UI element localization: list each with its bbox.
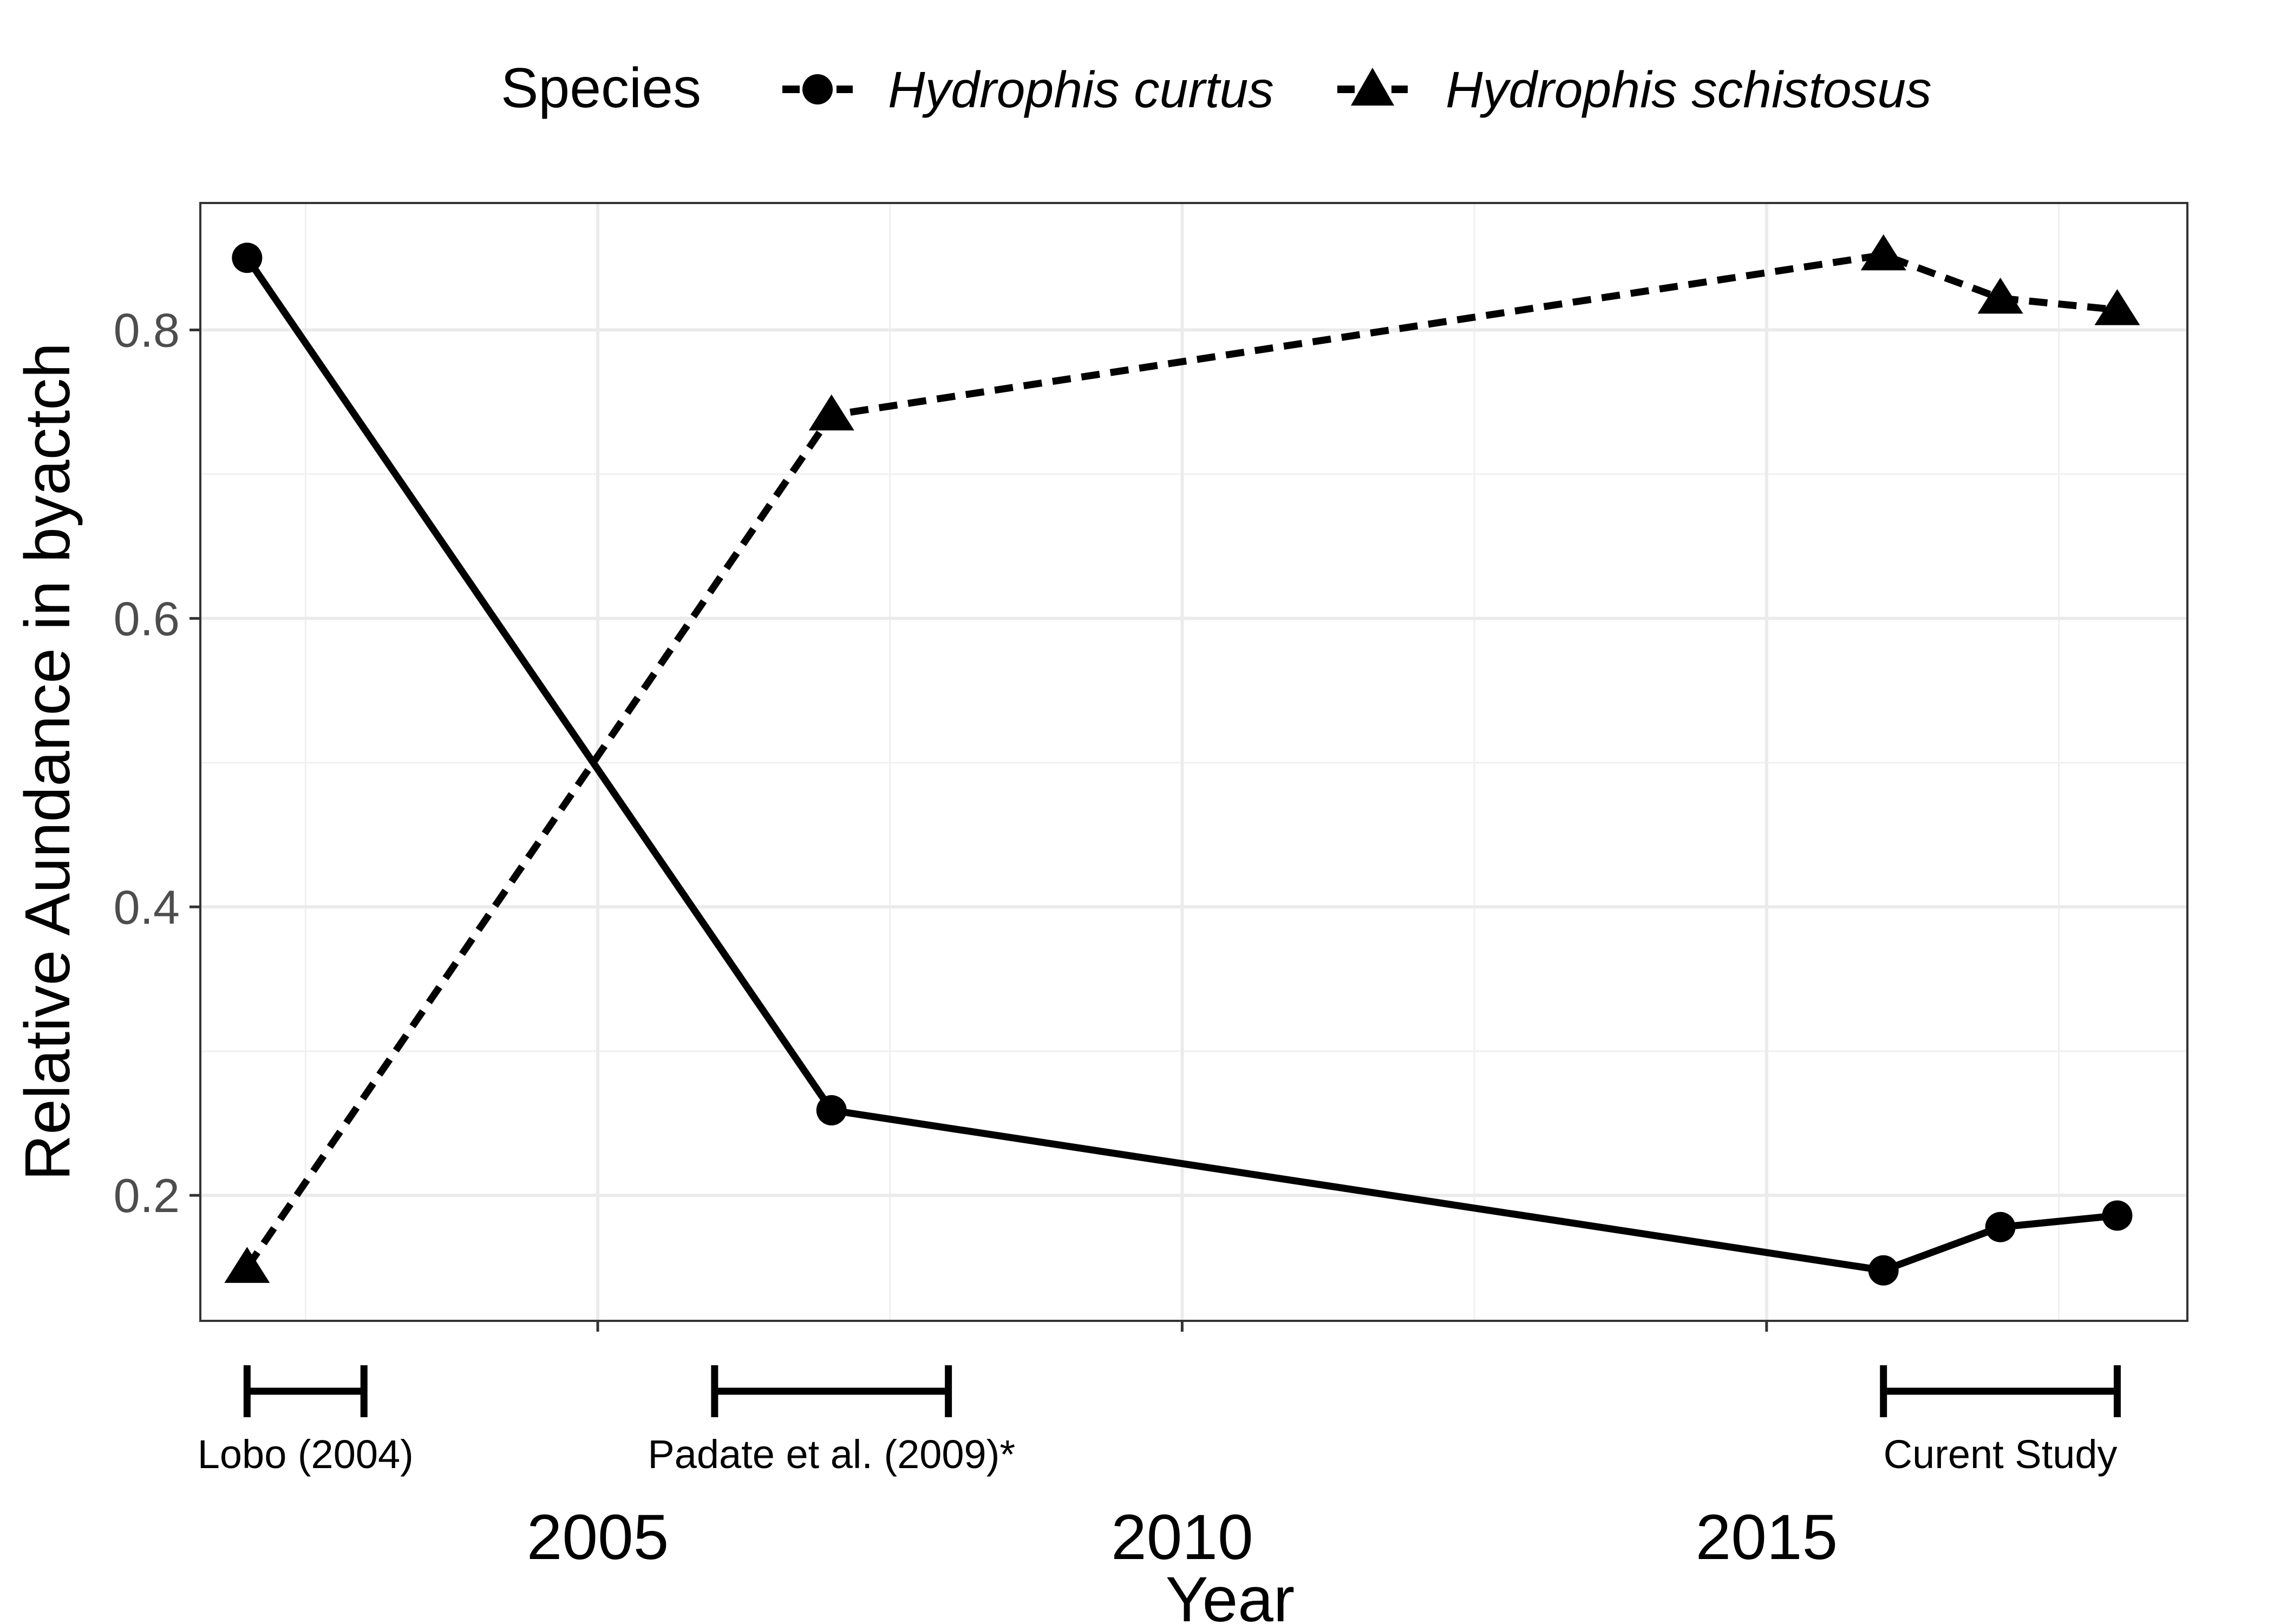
study-period-bar	[243, 1365, 368, 1417]
study-period-label: Padate et al. (2009)*	[648, 1432, 1015, 1477]
data-point-triangle	[2094, 289, 2140, 325]
x-tick-label: 2005	[527, 1502, 669, 1573]
study-period-label: Lobo (2004)	[198, 1432, 414, 1477]
data-point-triangle	[1860, 234, 1906, 271]
y-tick-label: 0.4	[114, 880, 180, 934]
study-period-bar	[711, 1365, 952, 1417]
x-axis-title: Year	[1166, 1564, 1295, 1624]
grid-major	[200, 203, 2187, 1321]
data-point-triangle	[808, 394, 854, 431]
data-point-circle	[2102, 1200, 2133, 1231]
y-tick-label: 0.6	[114, 592, 180, 645]
y-axis: 0.2 0.4 0.6 0.8	[114, 303, 200, 1222]
legend-key-hydrophis-curtus	[782, 74, 853, 104]
y-axis-title: Relative Aundance in byactch	[12, 343, 83, 1181]
legend-title: Species	[501, 57, 701, 120]
y-tick-label: 0.8	[114, 303, 180, 357]
legend: Species Hydrophis curtus Hydrophis schis…	[501, 57, 1932, 120]
study-period-label: Curent Study	[1884, 1432, 2118, 1477]
study-period-bar	[1880, 1365, 2121, 1417]
data-point-circle	[232, 243, 263, 273]
data-point-triangle	[1977, 277, 2023, 314]
legend-label-hydrophis-curtus: Hydrophis curtus	[888, 61, 1274, 119]
grid-minor	[200, 203, 2187, 1321]
data-point-circle	[1985, 1212, 2016, 1242]
legend-triangle-marker-icon	[1351, 68, 1394, 106]
y-tick-label: 0.2	[114, 1169, 180, 1222]
plot-area	[199, 202, 2188, 1322]
series-markers	[224, 234, 2140, 1286]
plot-border	[199, 202, 2188, 1322]
series-line-1	[244, 251, 2118, 1270]
x-tick-label: 2010	[1111, 1502, 1253, 1573]
legend-circle-marker-icon	[802, 74, 833, 104]
study-periods: Lobo (2004) Padate et al. (2009)* Curent S…	[198, 1365, 2121, 1477]
data-point-circle	[816, 1095, 847, 1125]
data-point-triangle	[224, 1247, 270, 1283]
legend-label-hydrophis-schistosus: Hydrophis schistosus	[1446, 61, 1932, 119]
x-tick-label: 2015	[1696, 1502, 1838, 1573]
data-point-circle	[1868, 1255, 1899, 1286]
x-axis: 2005 2010 2015	[527, 1321, 1838, 1573]
legend-key-hydrophis-schistosus	[1337, 68, 1408, 106]
